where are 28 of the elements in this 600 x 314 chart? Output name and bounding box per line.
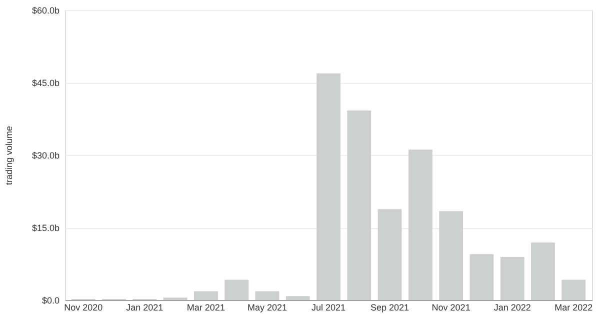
- bar: [224, 280, 249, 300]
- y-tick-label: $45.0b: [32, 78, 60, 88]
- y-tick-label: $0.0: [42, 296, 60, 306]
- bar: [286, 296, 310, 300]
- bar: [562, 280, 586, 300]
- x-tick-label: Mar 2021: [186, 302, 225, 312]
- y-tick-label: $60.0b: [32, 6, 60, 16]
- x-tick-label: May 2021: [247, 302, 287, 312]
- bar: [255, 291, 280, 300]
- bar: [439, 211, 464, 300]
- x-tick-label: Mar 2022: [554, 302, 593, 312]
- bar: [194, 291, 218, 300]
- bar: [500, 256, 524, 300]
- bar: [408, 150, 432, 300]
- x-tick-label: Jan 2022: [494, 302, 531, 312]
- bar: [316, 73, 340, 300]
- y-axis-title: trading volume: [4, 126, 14, 186]
- bar: [347, 110, 372, 300]
- x-tick-label: Jul 2021: [311, 302, 346, 312]
- x-tick-label: Sep 2021: [370, 302, 410, 312]
- bar: [470, 254, 494, 300]
- x-tick-label: Nov 2020: [64, 302, 103, 312]
- y-tick-label: $15.0b: [32, 223, 60, 233]
- bar: [531, 242, 555, 300]
- x-tick-label: Nov 2021: [432, 302, 470, 312]
- y-tick-label: $30.0b: [32, 150, 60, 160]
- bar: [378, 209, 402, 300]
- x-tick-label: Jan 2021: [126, 302, 164, 312]
